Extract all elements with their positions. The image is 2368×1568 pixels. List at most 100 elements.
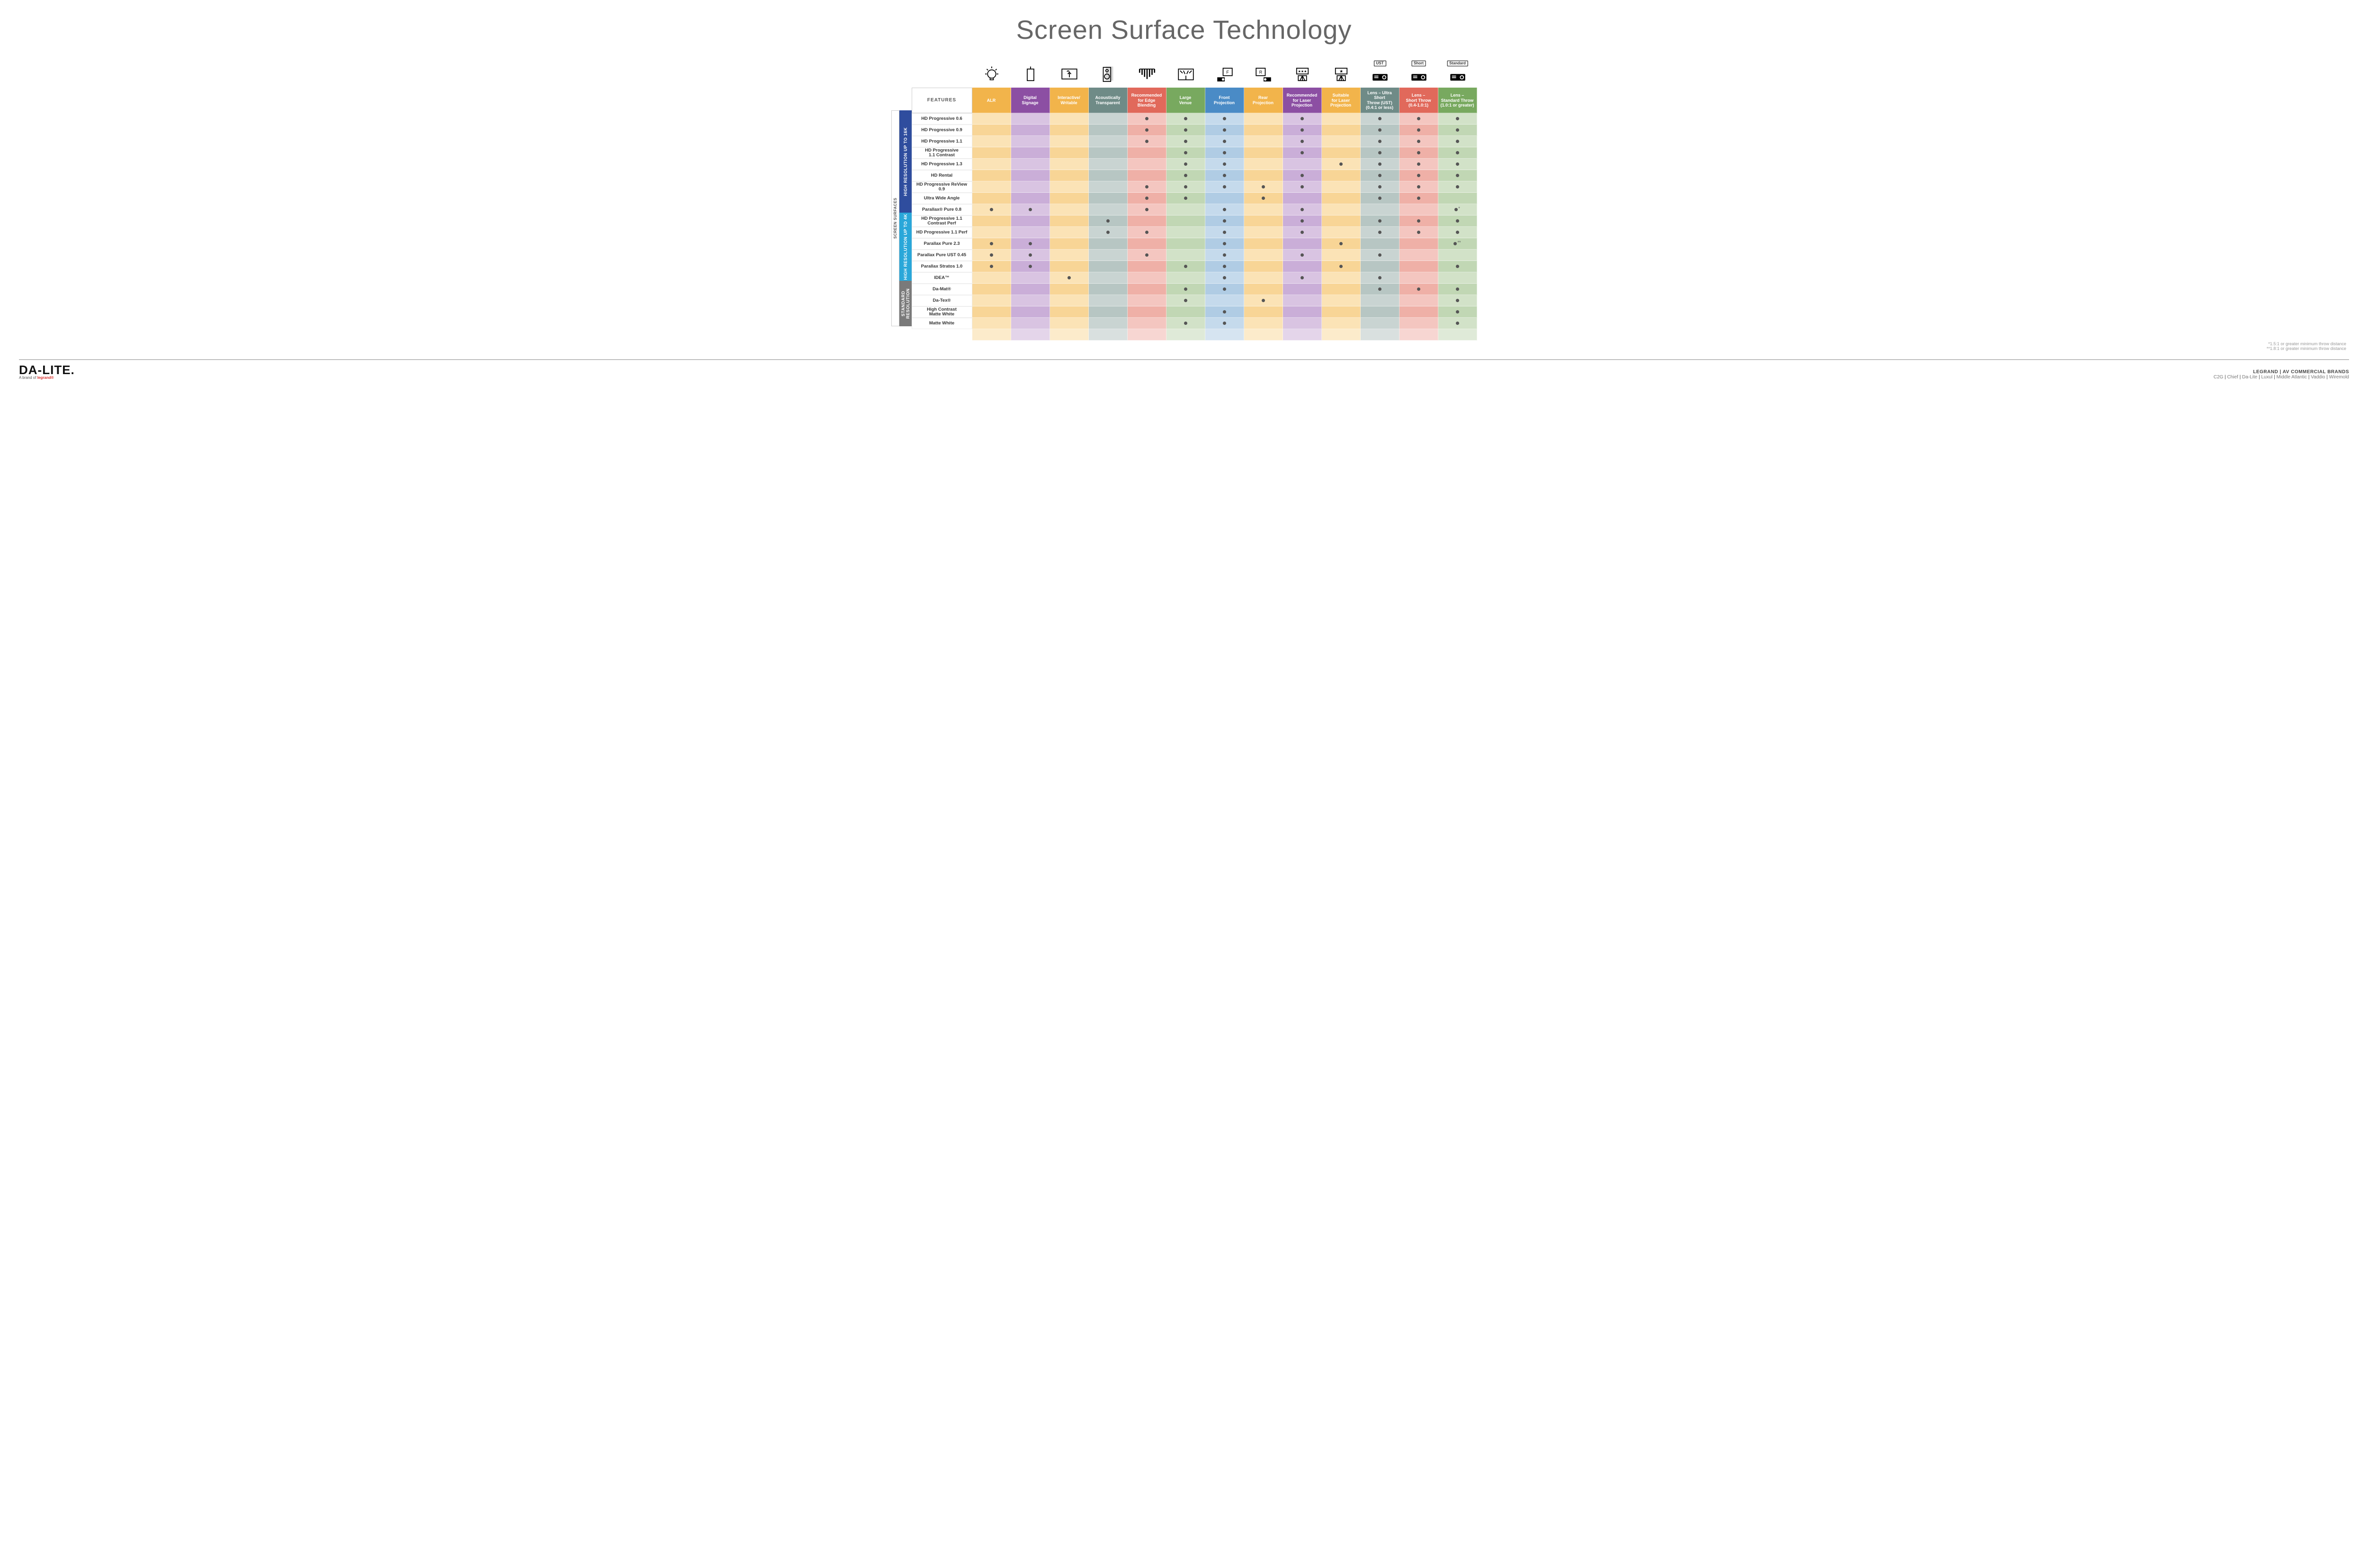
data-cell xyxy=(1399,261,1438,272)
data-cell xyxy=(1283,284,1322,295)
data-cell xyxy=(972,250,1011,261)
row-label: HD Progressive 1.1 xyxy=(912,136,972,147)
data-cell xyxy=(1011,250,1050,261)
data-cell xyxy=(1399,181,1438,193)
data-cell xyxy=(1011,181,1050,193)
row-label: Da-Tex® xyxy=(912,295,972,306)
data-cell xyxy=(1011,136,1050,147)
data-cell xyxy=(1438,170,1477,181)
data-cell xyxy=(1283,159,1322,170)
data-cell xyxy=(1011,318,1050,329)
data-cell xyxy=(1244,238,1283,250)
data-cell xyxy=(1128,295,1166,306)
data-cell xyxy=(1399,193,1438,204)
data-cell xyxy=(1399,136,1438,147)
data-cell xyxy=(1050,215,1089,227)
data-cell xyxy=(1361,238,1399,250)
data-cell xyxy=(1283,227,1322,238)
data-cell xyxy=(1205,159,1244,170)
data-cell xyxy=(1166,181,1205,193)
data-cell xyxy=(1128,113,1166,125)
row-label: High Contrast Matte White xyxy=(912,306,972,318)
column-header-suit_laser: Suitable for Laser Projection xyxy=(1322,88,1361,113)
column-header-rec_laser: Recommended for Laser Projection xyxy=(1283,88,1322,113)
data-cell xyxy=(1050,193,1089,204)
data-cell xyxy=(972,204,1011,215)
data-cell xyxy=(1283,306,1322,318)
data-cell xyxy=(1128,227,1166,238)
data-cell xyxy=(1128,204,1166,215)
column-header-std: Lens – Standard Throw (1.0:1 or greater) xyxy=(1438,88,1477,113)
data-cell xyxy=(1089,306,1128,318)
data-cell xyxy=(1438,306,1477,318)
data-cell xyxy=(1089,238,1128,250)
data-cell xyxy=(1205,306,1244,318)
svg-text:F: F xyxy=(1226,70,1229,74)
row-label: Parallax Stratos 1.0 xyxy=(912,261,972,272)
data-cell xyxy=(1050,238,1089,250)
data-cell xyxy=(1205,272,1244,284)
data-cell xyxy=(1128,306,1166,318)
row-label: HD Progressive 1.1 Contrast xyxy=(912,147,972,159)
data-cell xyxy=(1050,261,1089,272)
data-cell xyxy=(1205,193,1244,204)
data-cell xyxy=(1322,272,1361,284)
svg-text:R: R xyxy=(1259,70,1262,74)
rec_laser-icon: ★★★ xyxy=(1283,59,1322,88)
data-cell xyxy=(1399,238,1438,250)
data-cell xyxy=(1283,170,1322,181)
data-cell xyxy=(1322,181,1361,193)
data-cell xyxy=(1438,136,1477,147)
data-cell xyxy=(1050,170,1089,181)
data-cell xyxy=(1361,193,1399,204)
data-cell xyxy=(1244,159,1283,170)
column-header-alr: ALR xyxy=(972,88,1011,113)
data-cell xyxy=(1128,250,1166,261)
data-cell xyxy=(1438,113,1477,125)
data-cell xyxy=(1322,250,1361,261)
data-cell xyxy=(1011,113,1050,125)
data-cell xyxy=(1438,318,1477,329)
data-cell xyxy=(1089,181,1128,193)
column-header-edge: Recommended for Edge Blending xyxy=(1128,88,1166,113)
data-cell xyxy=(1166,306,1205,318)
row-label: HD Progressive 0.6 xyxy=(912,113,972,125)
footer: DA-LITE. A brand of legrand® LEGRAND | A… xyxy=(19,359,2349,380)
side-label-group: HIGH RESOLUTION UP TO 16K xyxy=(899,110,912,213)
row-label: HD Rental xyxy=(912,170,972,181)
data-cell xyxy=(1011,295,1050,306)
data-cell xyxy=(972,318,1011,329)
data-cell xyxy=(1361,227,1399,238)
data-cell xyxy=(972,272,1011,284)
data-cell xyxy=(1244,306,1283,318)
data-cell xyxy=(1244,261,1283,272)
row-label: HD Progressive 1.1 Perf xyxy=(912,227,972,238)
data-cell xyxy=(1205,295,1244,306)
data-cell xyxy=(1322,295,1361,306)
large-icon xyxy=(1166,59,1205,88)
data-cell xyxy=(1283,318,1322,329)
data-cell xyxy=(1283,147,1322,159)
data-cell xyxy=(1205,125,1244,136)
data-cell xyxy=(1089,170,1128,181)
data-cell xyxy=(1205,227,1244,238)
data-cell xyxy=(1050,272,1089,284)
data-cell xyxy=(972,284,1011,295)
data-cell xyxy=(1438,193,1477,204)
alr-icon xyxy=(972,59,1011,88)
interactive-icon xyxy=(1050,59,1089,88)
data-cell xyxy=(1244,318,1283,329)
data-cell xyxy=(1011,147,1050,159)
data-cell xyxy=(972,125,1011,136)
data-cell xyxy=(1050,125,1089,136)
side-label-screen-surfaces: SCREEN SURFACES xyxy=(891,110,899,326)
data-cell xyxy=(1438,272,1477,284)
data-cell xyxy=(1166,295,1205,306)
data-cell xyxy=(1166,250,1205,261)
data-cell xyxy=(1322,261,1361,272)
data-cell xyxy=(1089,215,1128,227)
ust-icon: UST xyxy=(1361,59,1399,88)
row-label: Parallax Pure UST 0.45 xyxy=(912,250,972,261)
data-cell xyxy=(1399,295,1438,306)
data-cell xyxy=(1011,227,1050,238)
